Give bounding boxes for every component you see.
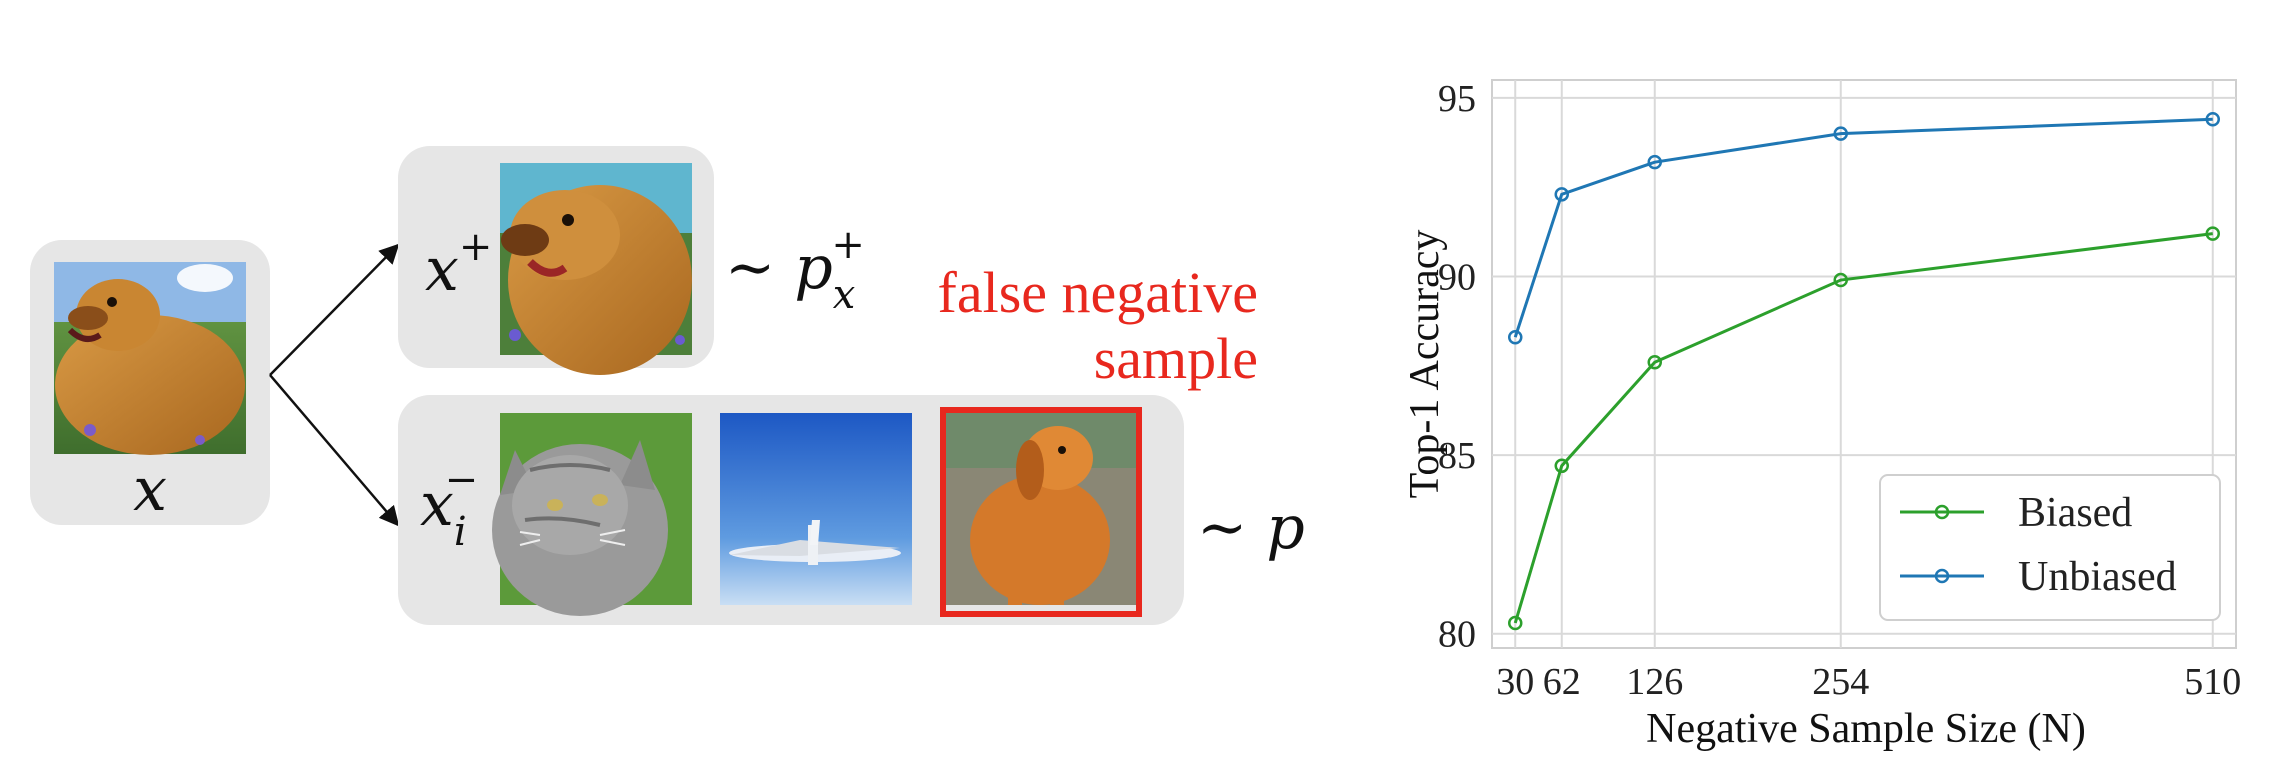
false-negative-highlight [940, 407, 1142, 617]
y-tick-label: 95 [1438, 78, 1476, 120]
x-tick-label: 126 [1626, 661, 1683, 703]
data-point-biased [1833, 272, 1848, 288]
legend-marker-unbiased [1934, 568, 1950, 584]
legend: Biased Unbiased [1879, 474, 2221, 621]
anchor-dog-image [54, 262, 246, 455]
tick-labels: 30 62 126 254 510 80 85 90 95 [1438, 78, 2241, 703]
negative-distribution: ∼ p [1197, 493, 1305, 563]
data-point-biased [1508, 615, 1523, 631]
data-point-unbiased [1554, 187, 1569, 202]
y-tick-label: 80 [1438, 614, 1476, 656]
positive-label: x+ [425, 224, 492, 305]
false-negative-label-line2: sample [1094, 326, 1258, 391]
y-tick-label: 85 [1438, 435, 1476, 477]
legend-label-biased: Biased [2018, 490, 2132, 536]
false-negative-label: false negative [938, 260, 1258, 325]
x-tick-label: 254 [1812, 661, 1869, 703]
y-tick-label: 90 [1438, 256, 1476, 298]
data-point-unbiased [1647, 154, 1662, 170]
series-line-biased [1513, 232, 2213, 624]
positive-dog-image [500, 163, 692, 375]
data-point-unbiased [1833, 126, 1848, 141]
accuracy-chart: 30 62 126 254 510 80 85 90 95 Negative Sample Si… [1402, 78, 2241, 752]
legend-marker-biased [1934, 504, 1950, 520]
x-axis-label: Negative Sample Size (N) [1646, 706, 2086, 752]
false-negative-dog-image [944, 413, 1136, 605]
series-lines [1508, 112, 2220, 631]
x-tick-label: 30 [1496, 661, 1534, 703]
contrastive-diagram: x x+ ∼ px+ false negative sample xi− [30, 146, 1305, 625]
data-point-biased [1647, 354, 1662, 370]
negative-label: xi− [420, 457, 478, 555]
data-point-biased [1554, 458, 1569, 474]
series-line-unbiased [1513, 117, 2213, 338]
x-tick-label: 510 [2184, 661, 2241, 703]
cat-image [492, 413, 692, 616]
plot-area [1491, 79, 2237, 649]
data-point-unbiased [2205, 112, 2220, 127]
airplane-image [720, 413, 912, 605]
anchor-label: x [133, 455, 167, 525]
arrow-to-positive [269, 243, 400, 376]
arrow-to-negative [269, 374, 400, 527]
x-tick-label: 62 [1543, 661, 1581, 703]
legend-label-unbiased: Unbiased [2018, 554, 2177, 600]
positive-distribution: ∼ px+ [725, 222, 865, 318]
y-axis-label: Top-1 Accuracy [1402, 230, 1448, 499]
data-point-unbiased [1508, 329, 1523, 345]
data-point-biased [2205, 226, 2220, 241]
